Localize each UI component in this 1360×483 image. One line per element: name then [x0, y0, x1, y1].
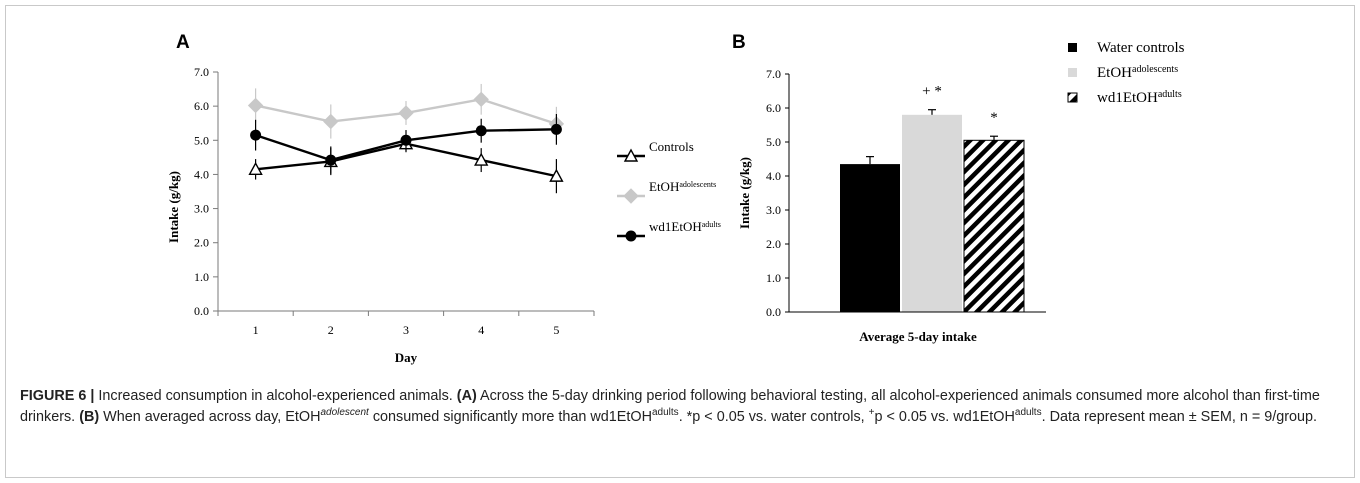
panel-a-x-tick-label: 5	[553, 323, 559, 337]
data-point	[323, 113, 339, 130]
panel-b-y-tick-label: 5.0	[766, 135, 781, 149]
data-point	[398, 105, 414, 121]
panel-a: A 0.0 1.0 2.0 3.0 4.0 5.0 6.0 7.0 1 2 3 4 5 Day Int…	[166, 32, 721, 365]
legend-swatch	[1068, 68, 1077, 77]
panel-a-letter: A	[176, 32, 190, 53]
caption-figure-label: FIGURE 6 |	[20, 388, 95, 404]
caption-text-b-5: . Data represent mean ± SEM, n = 9/group…	[1041, 409, 1318, 425]
panel-b-legend: Water controls EtOHadolescents wd1EtOHadul…	[1067, 40, 1185, 106]
panel-b-y-tick-label: 1.0	[766, 271, 781, 285]
panel-b-y-tick-label: 6.0	[766, 101, 781, 115]
caption-label-b: (B)	[79, 409, 100, 425]
figure-frame	[5, 5, 1355, 478]
legend-swatch	[1067, 92, 1078, 103]
legend-item-etoh: EtOHadolescents	[617, 179, 716, 204]
panel-a-axes	[217, 72, 594, 312]
figure-charts: A 0.0 1.0 2.0 3.0 4.0 5.0 6.0 7.0 1 2 3 4 5 Day Int…	[166, 32, 1185, 365]
caption-text-b-3: . *p < 0.05 vs. water controls,	[678, 409, 869, 425]
caption-text-b-sup1: adolescent	[320, 407, 369, 419]
figure-caption: FIGURE 6 | Increased consumption in alco…	[20, 386, 1340, 428]
legend-item-controls: Controls	[617, 139, 694, 162]
caption-text-b-1: When averaged across day, EtOH	[103, 409, 321, 425]
legend-item-water-controls: Water controls	[1068, 40, 1185, 56]
bar-group-wd1etoh: *	[963, 110, 1025, 313]
panel-b-axes	[788, 74, 1046, 313]
series-wd1etoh	[250, 113, 562, 174]
legend-item-etoh: EtOHadolescents	[1068, 64, 1178, 81]
caption-label-a: (A)	[456, 388, 477, 404]
data-point	[550, 123, 562, 135]
data-point	[623, 148, 639, 162]
caption-text-b-4: p < 0.05 vs. wd1EtOH	[874, 409, 1015, 425]
panel-b-y-tick-label: 4.0	[766, 169, 781, 183]
panel-a-y-tick-label: 5.0	[194, 133, 209, 147]
bar	[840, 164, 900, 312]
caption-text-b-sup3: +	[868, 407, 875, 419]
significance-annotation: + *	[922, 84, 942, 100]
legend-label: wd1EtOHadults	[1097, 89, 1182, 106]
panel-b-letter: B	[732, 32, 746, 53]
panel-a-y-tick-label: 6.0	[194, 99, 209, 113]
panel-a-x-ticks: 1 2 3 4 5	[217, 311, 595, 337]
panel-b-y-ticks: 0.0 1.0 2.0 3.0 4.0 5.0 6.0 7.0	[766, 67, 789, 319]
data-point	[247, 97, 264, 114]
data-point	[549, 168, 564, 182]
panel-a-y-tick-label: 0.0	[194, 304, 209, 318]
data-point	[623, 188, 639, 204]
panel-b-y-tick-label: 2.0	[766, 237, 781, 251]
legend-item-wd1etoh: wd1EtOHadults	[1067, 89, 1182, 106]
panel-a-y-tick-label: 2.0	[194, 236, 209, 250]
data-point	[400, 134, 412, 146]
legend-label: EtOHadolescents	[649, 179, 716, 194]
panel-a-legend: Controls EtOHadolescents wd1EtOHadults	[617, 139, 721, 242]
data-point	[248, 161, 263, 176]
panel-b: B + * * 0.0 1.0 2.0 3.0 4.0 5.0 6.0 7.0 Average …	[732, 32, 1185, 344]
data-point	[475, 125, 487, 137]
panel-b-y-axis-title: Intake (g/kg)	[737, 157, 752, 229]
panel-b-y-tick-label: 3.0	[766, 203, 781, 217]
panel-a-x-tick-label: 1	[253, 323, 259, 337]
panel-a-x-axis-title: Day	[395, 350, 418, 365]
bar	[902, 114, 962, 312]
bar-group-etoh: + *	[902, 84, 962, 312]
panel-b-y-tick-label: 0.0	[766, 305, 781, 319]
legend-label: Controls	[649, 139, 694, 154]
panel-b-y-tick-label: 7.0	[766, 67, 781, 81]
panel-a-x-tick-label: 3	[403, 323, 409, 337]
legend-label: wd1EtOHadults	[649, 219, 721, 234]
significance-annotation: *	[990, 110, 998, 126]
bar	[963, 139, 1025, 313]
legend-label: EtOHadolescents	[1097, 64, 1178, 81]
panel-b-x-axis-title: Average 5-day intake	[859, 329, 977, 344]
panel-a-y-ticks: 0.0 1.0 2.0 3.0 4.0 5.0 6.0 7.0	[194, 65, 218, 318]
data-point	[474, 152, 489, 166]
data-point	[325, 154, 337, 166]
caption-text-b-sup2: adults	[652, 407, 679, 419]
legend-item-wd1etoh: wd1EtOHadults	[617, 219, 721, 242]
legend-label: Water controls	[1097, 40, 1185, 56]
panel-a-y-axis-title: Intake (g/kg)	[166, 171, 181, 243]
panel-a-y-tick-label: 1.0	[194, 270, 209, 284]
panel-a-y-tick-label: 4.0	[194, 167, 209, 181]
data-point	[625, 230, 637, 242]
panel-a-x-tick-label: 2	[328, 323, 334, 337]
panel-a-y-tick-label: 3.0	[194, 202, 209, 216]
legend-swatch	[1068, 43, 1077, 52]
panel-a-y-tick-label: 7.0	[194, 65, 209, 79]
panel-a-x-tick-label: 4	[478, 323, 484, 337]
panel-b-bars: + * *	[840, 84, 1025, 313]
bar-group-water-controls	[840, 156, 900, 312]
data-point	[473, 91, 489, 108]
caption-title: Increased consumption in alcohol-experie…	[98, 388, 453, 404]
caption-text-a: Across the 5-day drinking period followi…	[20, 388, 1320, 425]
panel-a-series	[247, 83, 565, 194]
caption-text-b-2: consumed significantly more than wd1EtOH	[372, 409, 652, 425]
data-point	[250, 129, 262, 141]
caption-text-b-sup4: adults	[1014, 407, 1042, 419]
